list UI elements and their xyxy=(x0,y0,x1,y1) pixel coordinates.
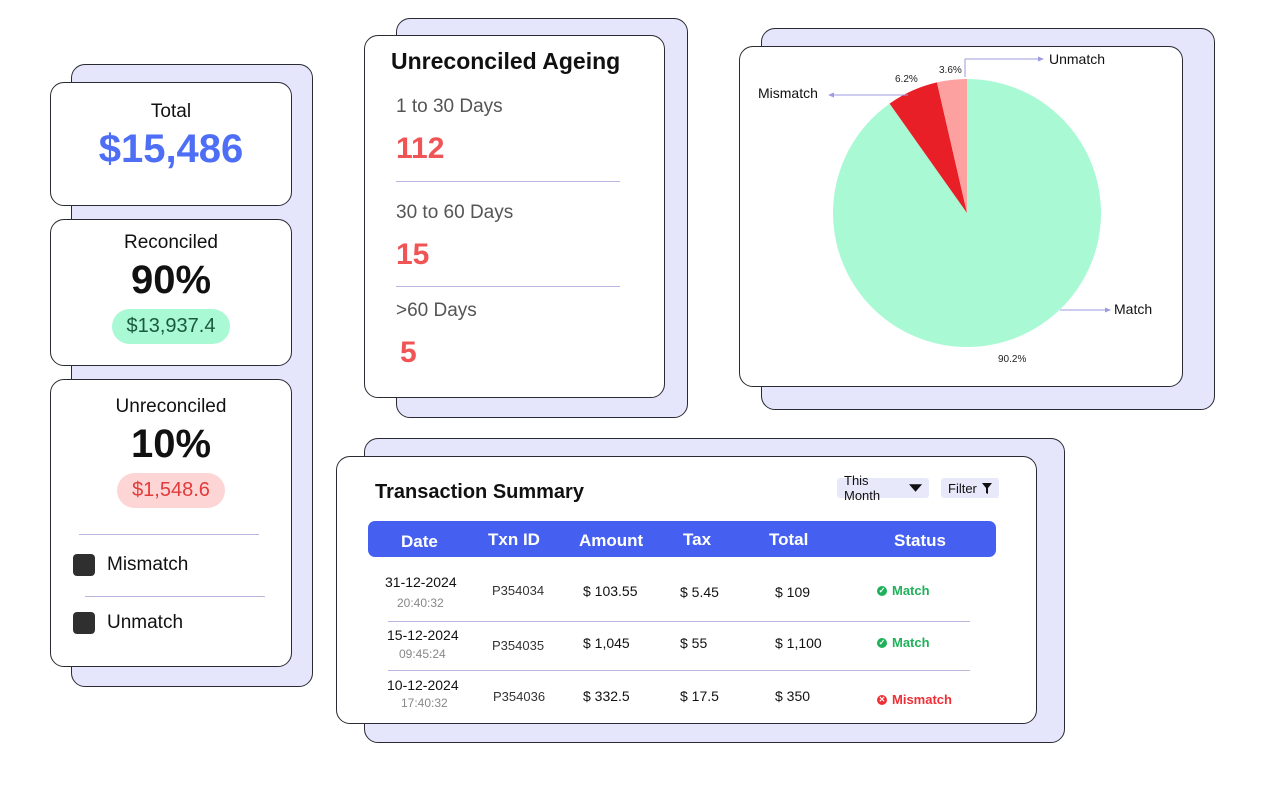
chevron-down-icon xyxy=(908,484,922,492)
mismatch-option-label: Mismatch xyxy=(107,554,189,575)
column-header-total[interactable]: Total xyxy=(769,530,809,549)
row-total: $ 109 xyxy=(775,584,811,600)
column-header-status[interactable]: Status xyxy=(894,531,946,550)
unmatch-percent-label: 3.6% xyxy=(939,65,962,76)
row-status: ✓ Match xyxy=(877,635,930,650)
column-header-txn-id[interactable]: Txn ID xyxy=(488,530,540,549)
pie-slice-unmatch xyxy=(936,79,967,213)
ageing-bucket-value: 15 xyxy=(396,238,430,271)
period-dropdown[interactable]: This Month xyxy=(837,473,929,503)
column-header-date[interactable]: Date xyxy=(401,532,438,551)
row-divider xyxy=(388,670,970,671)
ageing-bucket-value: 5 xyxy=(400,336,417,369)
row-txn-id: P354035 xyxy=(492,638,545,653)
filter-button-label: Filter xyxy=(948,480,977,496)
unmatch-option[interactable]: Unmatch xyxy=(73,612,183,634)
reconciled-percent: 90% xyxy=(130,258,212,302)
row-date: 31-12-2024 xyxy=(385,574,457,590)
reconciliation-pie-chart: Unmatch Mismatch Match 3.6% 6.2% 90.2% xyxy=(758,51,1152,365)
row-amount: $ 332.5 xyxy=(583,688,630,704)
row-status: ✕ Mismatch xyxy=(877,692,952,707)
match-leader-arrow xyxy=(1105,307,1111,313)
ageing-divider xyxy=(396,181,620,182)
reconciled-card: Reconciled 90% $13,937.4 xyxy=(50,219,292,366)
transactions-card: Transaction Summary This Month Filter Da… xyxy=(336,456,1037,724)
row-status-label: Mismatch xyxy=(892,692,952,707)
row-tax: $ 17.5 xyxy=(680,688,719,704)
row-total: $ 1,100 xyxy=(775,635,822,651)
row-amount: $ 1,045 xyxy=(583,635,630,651)
transactions-title: Transaction Summary xyxy=(375,481,584,503)
row-amount: $ 103.55 xyxy=(583,583,638,599)
row-time: 20:40:32 xyxy=(397,596,444,610)
check-circle-icon: ✓ xyxy=(877,585,887,596)
total-card: Total $15,486 xyxy=(50,82,292,206)
mismatch-legend-label: Mismatch xyxy=(758,85,818,101)
unreconciled-amount-badge: $1,548.6 xyxy=(117,473,225,508)
reconciled-label: Reconciled xyxy=(124,232,218,253)
table-header: Date Txn ID Amount Tax Total Status xyxy=(368,521,996,557)
row-divider xyxy=(388,621,970,622)
unreconciled-label: Unreconciled xyxy=(115,396,227,417)
unmatch-legend-label: Unmatch xyxy=(1049,51,1105,67)
row-tax: $ 5.45 xyxy=(680,584,719,600)
check-circle-icon: ✓ xyxy=(877,637,887,648)
mismatch-percent-label: 6.2% xyxy=(895,74,918,85)
mismatch-option[interactable]: Mismatch xyxy=(73,554,188,576)
row-date: 10-12-2024 xyxy=(387,677,459,693)
ageing-divider xyxy=(396,286,620,287)
x-circle-icon: ✕ xyxy=(877,694,887,705)
ageing-card: Unreconciled Ageing 1 to 30 Days 112 30 … xyxy=(364,35,665,398)
unmatch-leader-arrow xyxy=(1038,56,1044,62)
pie-slice-mismatch xyxy=(889,82,967,214)
filter-icon xyxy=(981,482,992,494)
row-status-label: Match xyxy=(892,583,930,598)
mismatch-checkbox[interactable] xyxy=(73,554,95,576)
match-percent-label: 90.2% xyxy=(998,354,1026,365)
ageing-bucket-label: >60 Days xyxy=(396,300,477,321)
options-divider xyxy=(85,596,265,597)
reconciled-amount-badge: $13,937.4 xyxy=(111,309,231,344)
period-dropdown-label: This Month xyxy=(844,473,881,503)
row-total: $ 350 xyxy=(775,688,811,704)
match-legend-label: Match xyxy=(1114,301,1152,317)
row-tax: $ 55 xyxy=(680,635,708,651)
total-label: Total xyxy=(150,101,192,122)
column-header-amount[interactable]: Amount xyxy=(579,531,644,550)
row-txn-id: P354036 xyxy=(493,689,546,704)
mismatch-leader-arrow xyxy=(828,92,834,98)
total-value: $15,486 xyxy=(98,127,244,171)
unmatch-checkbox[interactable] xyxy=(73,612,95,634)
row-time: 17:40:32 xyxy=(401,696,448,710)
row-date: 15-12-2024 xyxy=(387,627,459,643)
pie-card: Unmatch Mismatch Match 3.6% 6.2% 90.2% xyxy=(739,46,1183,387)
ageing-bucket-label: 30 to 60 Days xyxy=(396,202,514,223)
ageing-bucket-value: 112 xyxy=(396,132,445,165)
filter-button[interactable]: Filter xyxy=(941,478,999,498)
row-txn-id: P354034 xyxy=(492,583,545,598)
row-time: 09:45:24 xyxy=(399,647,446,661)
unreconciled-divider xyxy=(79,534,259,535)
column-header-tax[interactable]: Tax xyxy=(683,530,712,549)
row-status-label: Match xyxy=(892,635,930,650)
unreconciled-percent: 10% xyxy=(130,422,212,466)
unmatch-option-label: Unmatch xyxy=(107,612,184,633)
row-status: ✓ Match xyxy=(877,583,930,598)
ageing-bucket-label: 1 to 30 Days xyxy=(396,96,503,117)
ageing-title: Unreconciled Ageing xyxy=(391,48,621,74)
unreconciled-card: Unreconciled 10% $1,548.6 Mismatch Unmat… xyxy=(50,379,292,667)
